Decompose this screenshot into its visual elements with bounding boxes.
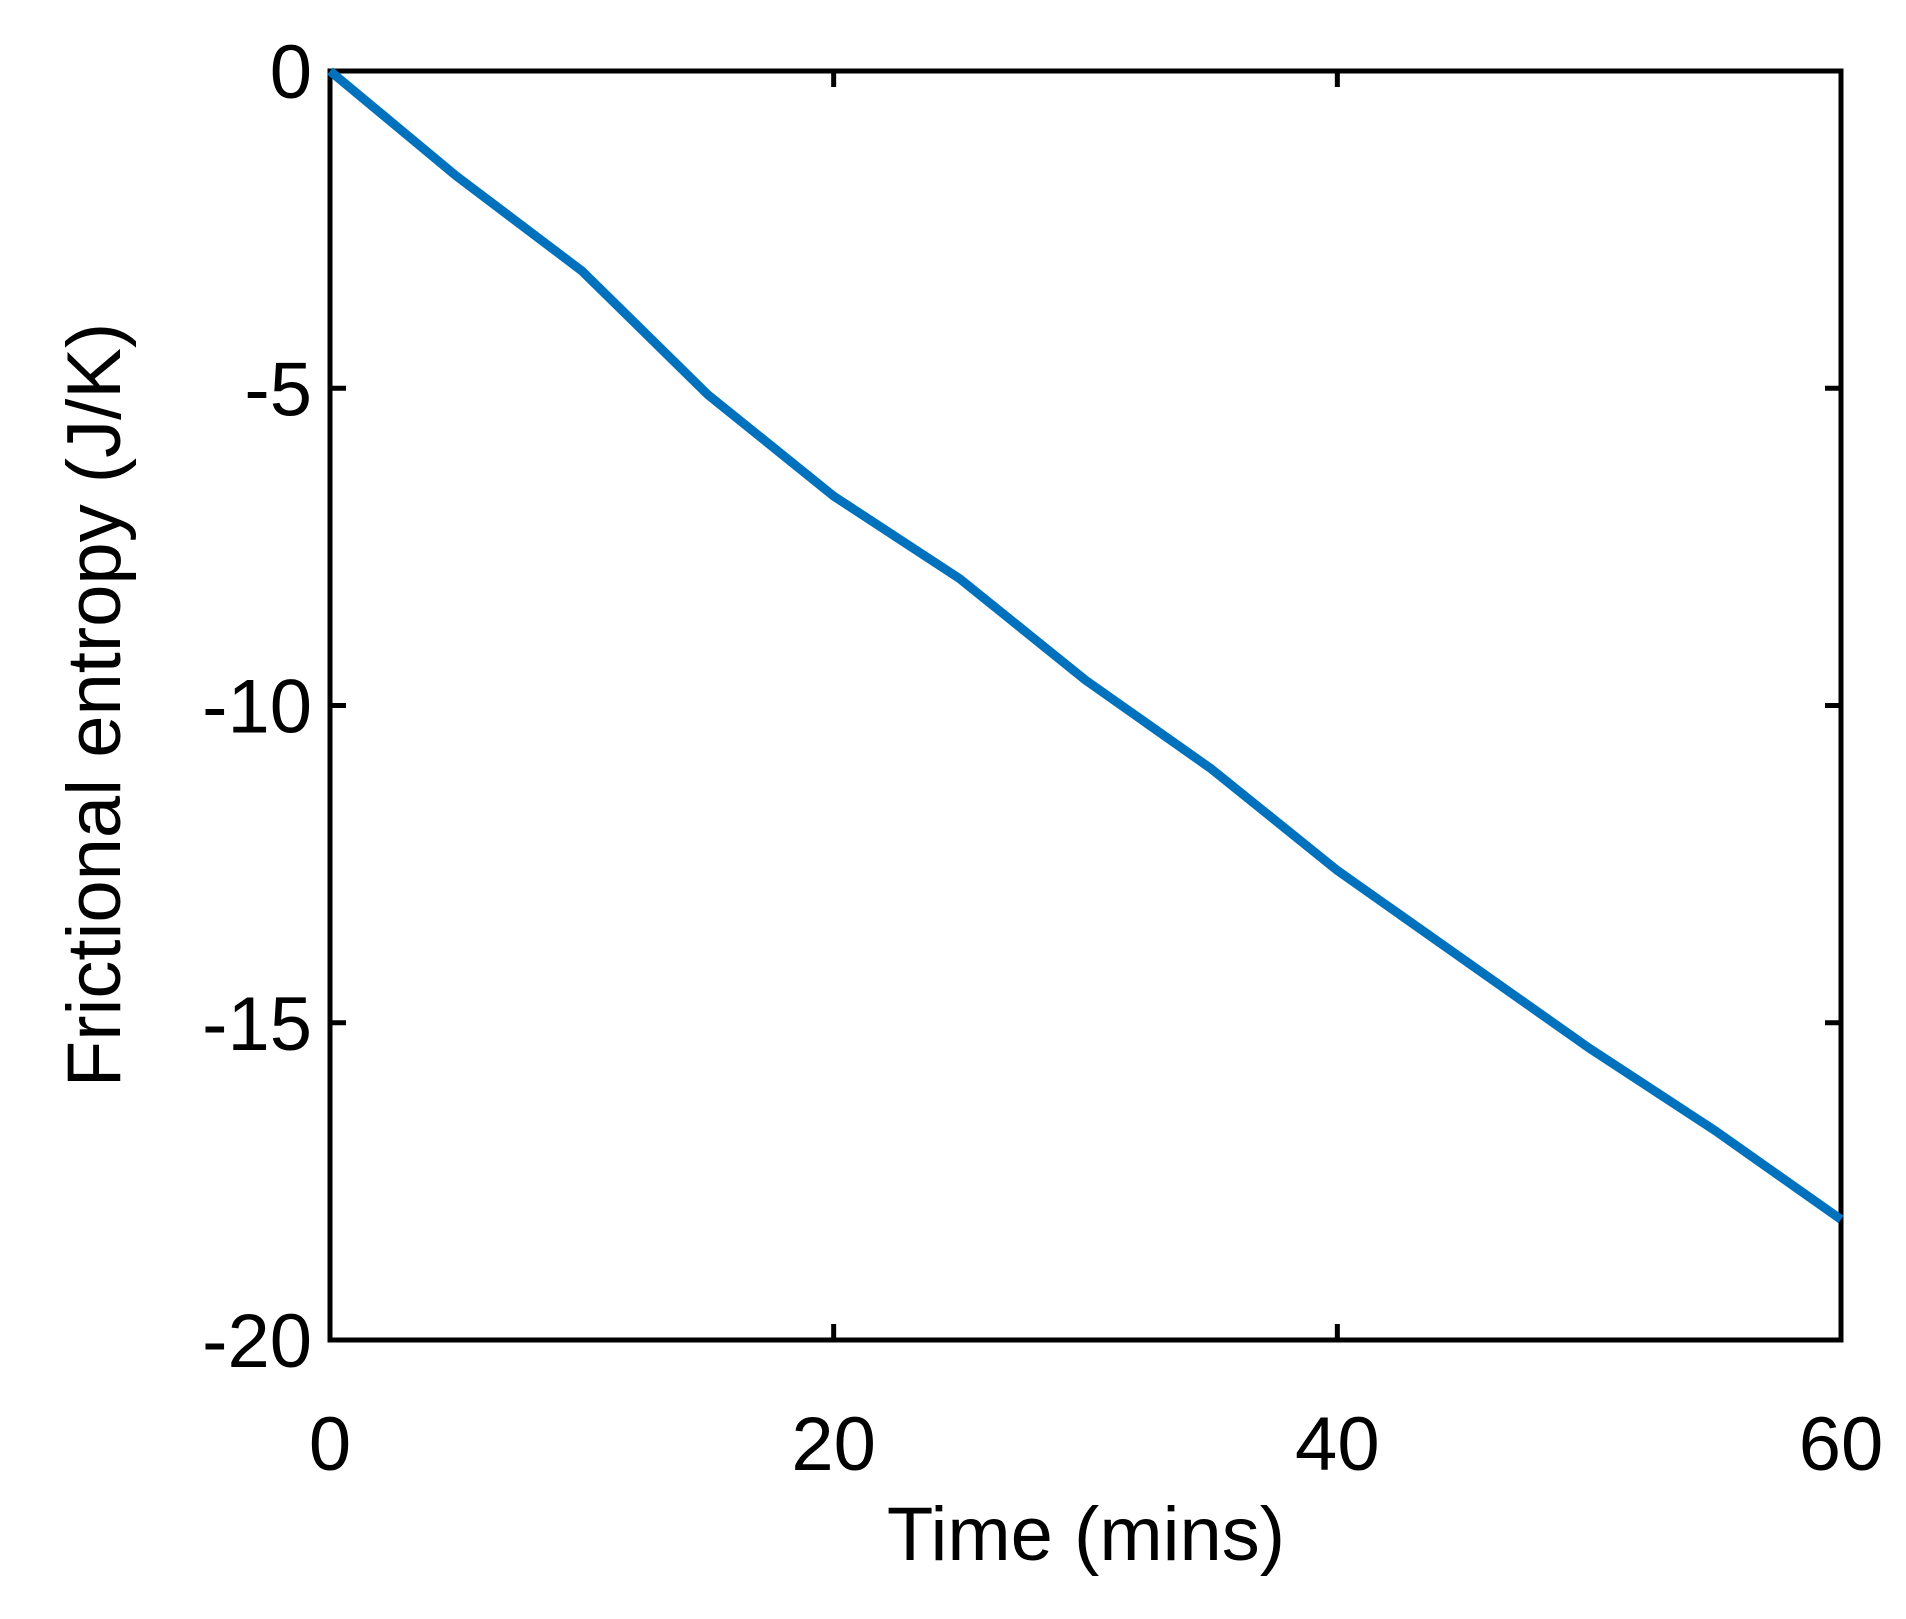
x-tick-label: 60 — [1799, 1402, 1884, 1487]
y-tick-label: -15 — [202, 982, 312, 1067]
plot-frame — [327, 68, 1844, 1343]
x-tick-label: 40 — [1295, 1402, 1380, 1487]
y-tick-label: -5 — [244, 347, 312, 432]
x-tick-label: 20 — [791, 1402, 876, 1487]
y-axis-label: Frictional entropy (J/K) — [52, 323, 137, 1087]
y-tick-label: 0 — [270, 30, 312, 115]
x-tick-label: 0 — [309, 1402, 351, 1487]
y-tick-label: -10 — [202, 665, 312, 750]
y-tick-label: -20 — [202, 1299, 312, 1384]
data-line — [327, 67, 1844, 1224]
x-axis-label: Time (mins) — [887, 1492, 1285, 1577]
